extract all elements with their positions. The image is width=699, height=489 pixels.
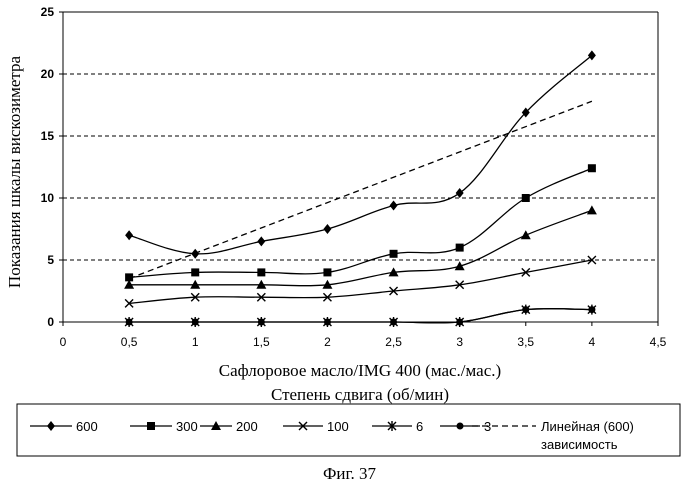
data-point-300 [390, 250, 398, 258]
series-line-3 [129, 309, 592, 323]
x-tick-label: 1,5 [253, 335, 270, 349]
series-line-300 [129, 168, 592, 277]
x-tick-label: 3 [456, 335, 463, 349]
legend-item-200: 200 [200, 419, 258, 434]
y-tick-label: 20 [41, 67, 55, 81]
legend-label: Линейная (600) [541, 419, 634, 434]
series-3 [126, 306, 596, 325]
data-point-200 [521, 230, 531, 239]
legend-label: 6 [416, 419, 423, 434]
series-300 [125, 164, 596, 281]
legend-label: 600 [76, 419, 98, 434]
legend-marker-300 [147, 422, 155, 430]
legend: 60030020010063Линейная (600)зависимость [17, 404, 680, 456]
data-point-3 [324, 319, 331, 326]
data-point-600 [323, 224, 331, 234]
data-point-600 [257, 236, 265, 246]
data-point-600 [125, 230, 133, 240]
y-tick-label: 0 [47, 315, 54, 329]
x-tick-label: 3,5 [517, 335, 534, 349]
legend-marker-600 [47, 421, 55, 431]
data-point-300 [257, 268, 265, 276]
legend-label: 200 [236, 419, 258, 434]
data-point-300 [588, 164, 596, 172]
legend-item-300: 300 [130, 419, 198, 434]
data-point-3 [456, 319, 463, 326]
y-tick-label: 15 [41, 129, 55, 143]
figure-caption: Фиг. 37 [0, 464, 699, 484]
data-point-3 [192, 319, 199, 326]
data-point-200 [587, 205, 597, 214]
x-tick-label: 1 [192, 335, 199, 349]
legend-item-trendline: Линейная (600) зависимость [472, 419, 634, 452]
x-tick-label: 2 [324, 335, 331, 349]
series-layer [124, 50, 597, 327]
series-600 [125, 50, 596, 258]
data-point-600 [588, 50, 596, 60]
trendline-600 [129, 101, 592, 278]
legend-label: зависимость [541, 437, 618, 452]
legend-item-6: 6 [372, 419, 423, 434]
data-point-600 [456, 188, 464, 198]
legend-item-100: 100 [283, 419, 349, 434]
data-point-300 [522, 194, 530, 202]
data-point-600 [390, 200, 398, 210]
y-tick-label: 5 [47, 253, 54, 267]
x-axis-title: Сафлоровое масло/IMG 400 (мас./мас.) [219, 361, 501, 380]
data-point-3 [588, 306, 595, 313]
legend-marker-3 [457, 423, 464, 430]
x-tick-label: 0,5 [121, 335, 138, 349]
data-point-300 [456, 244, 464, 252]
x-tick-label: 4,5 [650, 335, 667, 349]
y-tick-label: 10 [41, 191, 55, 205]
x-axis-subtitle: Степень сдвига (об/мин) [271, 385, 449, 404]
data-point-3 [126, 319, 133, 326]
series-line-6 [129, 309, 592, 323]
legend-item-600: 600 [30, 419, 98, 434]
gridlines [63, 74, 658, 260]
trendline-layer [129, 101, 592, 278]
data-point-3 [258, 319, 265, 326]
tick-labels: 0 5 10 15 20 25 0 0,5 1 1,5 2 2,5 3 3,5 4 4,5 [41, 5, 667, 349]
data-point-3 [522, 306, 529, 313]
y-axis-title: Показания шкалы вискозиметра [5, 55, 24, 288]
legend-label: 100 [327, 419, 349, 434]
data-point-300 [191, 268, 199, 276]
data-point-600 [191, 249, 199, 259]
y-tick-label: 25 [41, 5, 55, 19]
x-tick-label: 2,5 [385, 335, 402, 349]
legend-label: 300 [176, 419, 198, 434]
data-point-300 [323, 268, 331, 276]
series-line-100 [129, 260, 592, 303]
data-point-3 [390, 319, 397, 326]
series-line-600 [129, 55, 592, 253]
x-tick-label: 4 [589, 335, 596, 349]
x-tick-label: 0 [60, 335, 67, 349]
